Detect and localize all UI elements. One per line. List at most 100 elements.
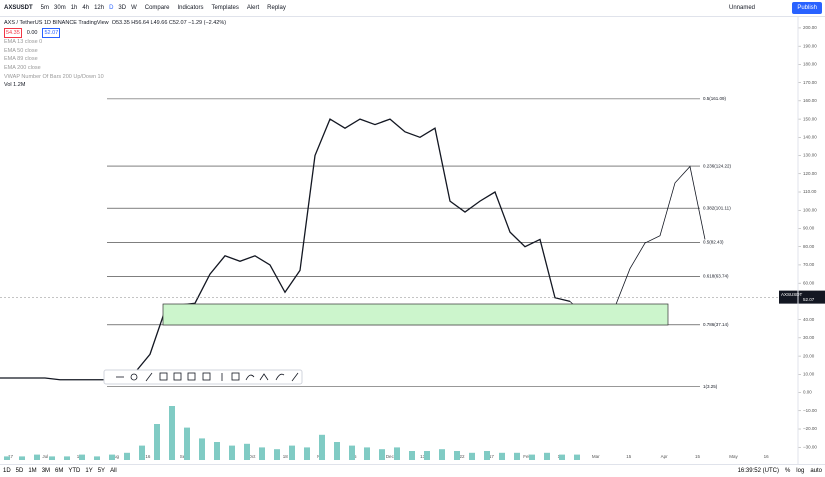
fib-label: 0.382(101.11) — [703, 205, 731, 210]
y-tick-label: −10.00 — [803, 408, 817, 413]
log[interactable]: log — [796, 468, 805, 474]
volume-bar — [559, 454, 565, 460]
fib-label: 0.5(161.09) — [703, 96, 727, 101]
layout-name[interactable]: Unnamed — [728, 5, 755, 11]
y-tick-label: 130.00 — [803, 153, 817, 158]
indicator: EMA 200 close — [4, 64, 41, 71]
volume-bar — [274, 449, 280, 460]
publish-button[interactable]: Publish — [792, 2, 822, 14]
volume-bar — [229, 445, 235, 460]
y-tick-label: 80.00 — [803, 244, 815, 249]
volume-bar — [364, 447, 370, 460]
volume-bar — [199, 438, 205, 460]
interval[interactable]: 5m — [40, 5, 50, 11]
ranges: 1D 5D 1M 3M 6M YTD 1Y 5Y All — [3, 468, 117, 474]
volume-bar — [49, 456, 55, 460]
y-tick-label: 0.00 — [803, 390, 812, 395]
x-tick-label: 16 — [145, 454, 151, 459]
interval[interactable]: 1h — [70, 5, 78, 11]
range[interactable]: 5Y — [97, 468, 106, 474]
volume-bar — [94, 456, 100, 460]
interval[interactable]: 4h — [82, 5, 90, 11]
volume-bar — [124, 452, 130, 460]
indicator: EMA 50 close — [4, 47, 38, 54]
price-chip: 52.07 — [42, 27, 61, 39]
legend-title: AXS / TetherUS 1D BINANCE TradingView O5… — [4, 20, 227, 26]
clock: 16:39:52 (UTC) — [737, 468, 779, 474]
indicator-list: EMA 13 close 0 EMA 50 close EMA 89 close EM… — [4, 38, 226, 81]
symbol[interactable]: AXSUSDT — [4, 5, 33, 11]
y-tick-label: 190.00 — [803, 43, 817, 48]
volume-label: Vol 1.2M — [4, 82, 26, 89]
volume-bar — [514, 452, 520, 460]
volume-bar — [424, 451, 430, 460]
x-tick-label: 17 — [489, 454, 495, 459]
top-toolbar: AXSUSDT 5m 30m 1h 4h 12h D 3D W Compare Indicat… — [0, 0, 825, 17]
volume-bar — [319, 434, 325, 460]
volume-bar — [499, 452, 505, 460]
x-tick-label: 17 — [8, 454, 14, 459]
price-chip: 54.35 — [4, 27, 22, 39]
x-tick-label: 15 — [626, 454, 632, 459]
volume-bar — [469, 452, 475, 460]
range[interactable]: 6M — [55, 468, 64, 474]
y-tick-label: 10.00 — [803, 372, 815, 377]
templates[interactable]: Templates — [211, 5, 239, 11]
bottom-bar: 1D 5D 1M 3M 6M YTD 1Y 5Y All 16:39:52 (UTC) % lo… — [0, 464, 825, 477]
volume-bar — [394, 447, 400, 460]
intervals: 5m 30m 1h 4h 12h D 3D W — [41, 5, 137, 11]
range[interactable]: 1Y — [85, 468, 93, 474]
volume-bar — [4, 456, 10, 460]
x-tick-label: Aug — [111, 454, 120, 459]
interval[interactable]: 3D — [118, 5, 127, 11]
price-chips: 54.35 0.00 52.07 — [4, 27, 226, 39]
volume-bar — [34, 454, 40, 460]
chart-area: 200.00 190.00 180.00 170.00 160.00 150.00 140.… — [0, 17, 825, 469]
y-tick-label: 40.00 — [803, 317, 815, 322]
range[interactable]: 3M — [41, 468, 51, 474]
volume-bar — [154, 424, 160, 460]
range[interactable]: All — [110, 468, 117, 474]
volume-bar — [109, 454, 115, 460]
interval[interactable]: 12h — [94, 5, 105, 11]
indicators[interactable]: Indicators — [177, 5, 204, 11]
range[interactable]: YTD — [68, 468, 81, 474]
auto[interactable]: auto — [810, 468, 822, 474]
alert[interactable]: Alert — [246, 5, 260, 11]
interval[interactable]: D — [109, 5, 114, 11]
compare[interactable]: Compare — [144, 5, 170, 11]
fib-label: 0.618(63.74) — [703, 274, 729, 279]
y-tick-label: 20.00 — [803, 353, 815, 358]
y-tick-label: −30.00 — [803, 444, 817, 449]
x-tick-label: Sep — [180, 454, 189, 459]
plot: 200.00190.00180.00170.00160.00150.00140.… — [0, 25, 825, 460]
range[interactable]: 1M — [28, 468, 37, 474]
x-tick-label: Oct — [248, 454, 256, 459]
x-tick-label: May — [729, 454, 738, 459]
price-chip: 0.00 — [24, 27, 40, 39]
volume-bar — [244, 443, 250, 460]
interval[interactable]: W — [131, 5, 137, 11]
percent[interactable]: % — [784, 468, 791, 474]
volume-bar — [214, 442, 220, 460]
y-tick-label: 140.00 — [803, 135, 817, 140]
y-tick-label: 90.00 — [803, 226, 815, 231]
volume-bar — [409, 451, 415, 460]
volume-bar — [439, 449, 445, 460]
zone — [162, 303, 669, 326]
fib-label: 0.5(82.43) — [703, 239, 724, 244]
interval[interactable]: 30m — [54, 5, 66, 11]
x-tick-label: 16 — [764, 454, 770, 459]
replay[interactable]: Replay — [267, 5, 286, 11]
price-line — [569, 165, 706, 317]
y-tick-label: 100.00 — [803, 207, 817, 212]
last-price-box — [779, 290, 825, 304]
volume-bar — [79, 454, 85, 460]
y-tick-label: 180.00 — [803, 62, 817, 67]
y-tick-label: 70.00 — [803, 262, 815, 267]
range[interactable]: 1D — [3, 468, 11, 474]
range[interactable]: 5D — [15, 468, 24, 474]
x-tick-label: Mar — [592, 454, 600, 459]
volume-bar — [544, 452, 550, 460]
volume-bar — [529, 454, 535, 460]
